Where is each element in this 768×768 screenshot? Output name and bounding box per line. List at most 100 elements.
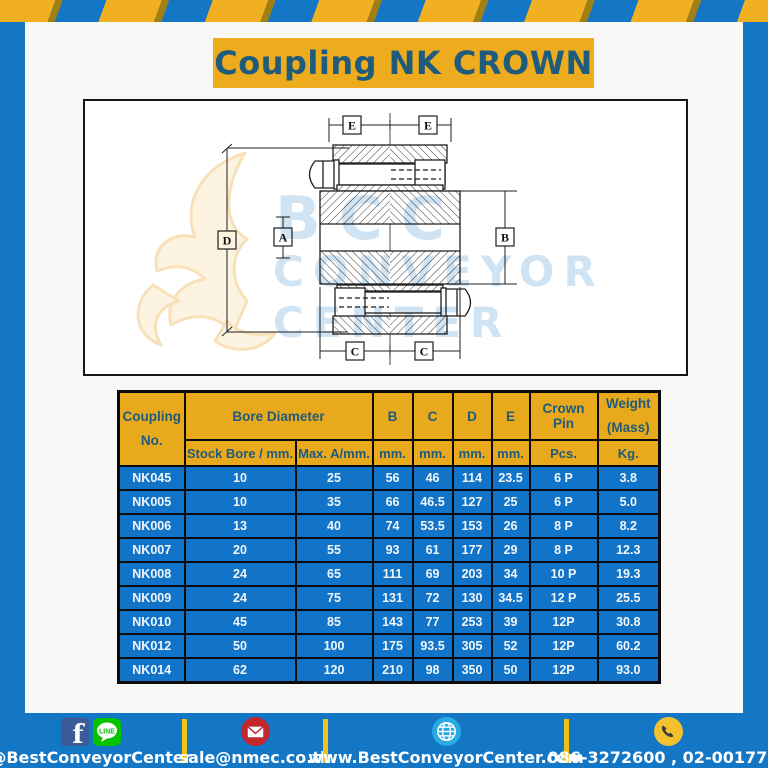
cell-coupling-no: NK045 <box>117 465 186 491</box>
subheader-stock-bore: Stock Bore / mm. <box>183 439 297 467</box>
footer-contact-bar: f LINE @BestConveyorCenter sale@nmec.co.… <box>0 713 768 768</box>
footer-social-section: f LINE @BestConveyorCenter <box>0 713 192 768</box>
cell-crown-pin: 6 P <box>528 465 599 491</box>
cell-d-mm: 114 <box>451 465 493 491</box>
cell-c-mm: 98 <box>411 657 454 684</box>
cell-c-mm: 53.5 <box>411 513 454 539</box>
svg-text:E: E <box>424 119 432 133</box>
dim-label-d: D <box>217 230 237 250</box>
cell-max-a: 120 <box>294 657 374 684</box>
cell-b-mm: 131 <box>371 585 414 611</box>
cell-d-mm: 153 <box>451 513 493 539</box>
cell-weight-kg: 25.5 <box>596 585 661 611</box>
cell-coupling-no: NK014 <box>117 657 186 684</box>
svg-text:C: C <box>420 345 429 359</box>
content-area: Coupling NK CROWN <box>25 22 743 713</box>
table-row: NK010 45 85 143 77 253 39 12P 30.8 <box>117 609 661 635</box>
cell-stock-bore: 13 <box>183 513 297 539</box>
cell-c-mm: 77 <box>411 609 454 635</box>
svg-text:f: f <box>72 720 85 746</box>
cell-d-mm: 253 <box>451 609 493 635</box>
cell-stock-bore: 10 <box>183 465 297 491</box>
cell-b-mm: 56 <box>371 465 414 491</box>
cell-d-mm: 350 <box>451 657 493 684</box>
svg-text:E: E <box>348 119 356 133</box>
cell-weight-kg: 19.3 <box>596 561 661 587</box>
footer-phone-section: 086-3272600 , 02-0017766 <box>547 713 768 768</box>
col-header-e: E <box>490 390 531 441</box>
cell-max-a: 55 <box>294 537 374 563</box>
cell-stock-bore: 20 <box>183 537 297 563</box>
cell-d-mm: 305 <box>451 633 493 659</box>
cell-crown-pin: 10 P <box>528 561 599 587</box>
cell-crown-pin: 12P <box>528 609 599 635</box>
cell-max-a: 25 <box>294 465 374 491</box>
svg-text:C: C <box>351 345 360 359</box>
cell-coupling-no: NK005 <box>117 489 186 515</box>
coupling-spec-table: Coupling No. Bore Diameter B C D E Crown… <box>117 390 662 684</box>
subheader-pcs: Pcs. <box>528 439 599 467</box>
cell-stock-bore: 50 <box>183 633 297 659</box>
phone-numbers: 086-3272600 , 02-0017766 <box>547 748 768 767</box>
col-header-b: B <box>371 390 414 441</box>
table-row: NK012 50 100 175 93.5 305 52 12P 60.2 <box>117 633 661 659</box>
svg-text:B: B <box>501 231 509 245</box>
table-row: NK045 10 25 56 46 114 23.5 6 P 3.8 <box>117 465 661 491</box>
spec-table-wrap: Coupling No. Bore Diameter B C D E Crown… <box>117 390 662 684</box>
website-url: www.BestConveyorCenter.com <box>308 748 584 767</box>
svg-text:A: A <box>279 231 288 245</box>
cell-weight-kg: 60.2 <box>596 633 661 659</box>
cell-e-mm: 50 <box>490 657 531 684</box>
table-row: NK005 10 35 66 46.5 127 25 6 P 5.0 <box>117 489 661 515</box>
cell-weight-kg: 8.2 <box>596 513 661 539</box>
cell-stock-bore: 24 <box>183 585 297 611</box>
cell-c-mm: 69 <box>411 561 454 587</box>
cell-coupling-no: NK007 <box>117 537 186 563</box>
cell-max-a: 85 <box>294 609 374 635</box>
cell-e-mm: 25 <box>490 489 531 515</box>
cell-crown-pin: 8 P <box>528 513 599 539</box>
dim-label-b: B <box>495 227 515 247</box>
table-row: NK014 62 120 210 98 350 50 12P 93.0 <box>117 657 661 684</box>
email-address: sale@nmec.co.th <box>178 748 332 767</box>
coupling-diagram: E E D A B <box>83 99 688 376</box>
table-body: NK045 10 25 56 46 114 23.5 6 P 3.8 NK005 10 35 66 46.… <box>117 465 661 684</box>
cell-d-mm: 177 <box>451 537 493 563</box>
cell-crown-pin: 12P <box>528 657 599 684</box>
subheader-kg: Kg. <box>596 439 661 467</box>
cell-e-mm: 26 <box>490 513 531 539</box>
cell-b-mm: 66 <box>371 489 414 515</box>
dim-label-e1: E <box>342 115 362 135</box>
title-banner: Coupling NK CROWN <box>213 38 594 88</box>
cell-stock-bore: 24 <box>183 561 297 587</box>
email-icon <box>240 717 270 746</box>
phone-icon <box>654 717 683 746</box>
col-header-weight: Weight (Mass) <box>596 390 661 441</box>
hazard-stripe-band <box>0 0 768 22</box>
col-header-coupling-no: Coupling No. <box>117 390 186 467</box>
dim-label-a: A <box>273 227 293 247</box>
cell-max-a: 35 <box>294 489 374 515</box>
cell-max-a: 100 <box>294 633 374 659</box>
footer-divider <box>182 718 187 763</box>
cell-stock-bore: 10 <box>183 489 297 515</box>
cell-b-mm: 175 <box>371 633 414 659</box>
cell-max-a: 75 <box>294 585 374 611</box>
cell-coupling-no: NK012 <box>117 633 186 659</box>
cell-b-mm: 93 <box>371 537 414 563</box>
cell-d-mm: 203 <box>451 561 493 587</box>
footer-divider <box>323 718 328 763</box>
cell-crown-pin: 12P <box>528 633 599 659</box>
svg-text:D: D <box>223 234 232 248</box>
coupling-body <box>308 144 472 335</box>
cell-max-a: 65 <box>294 561 374 587</box>
cell-b-mm: 210 <box>371 657 414 684</box>
cell-b-mm: 143 <box>371 609 414 635</box>
cell-b-mm: 74 <box>371 513 414 539</box>
cell-stock-bore: 62 <box>183 657 297 684</box>
col-header-c: C <box>411 390 454 441</box>
cell-e-mm: 34 <box>490 561 531 587</box>
cell-c-mm: 61 <box>411 537 454 563</box>
cell-crown-pin: 12 P <box>528 585 599 611</box>
